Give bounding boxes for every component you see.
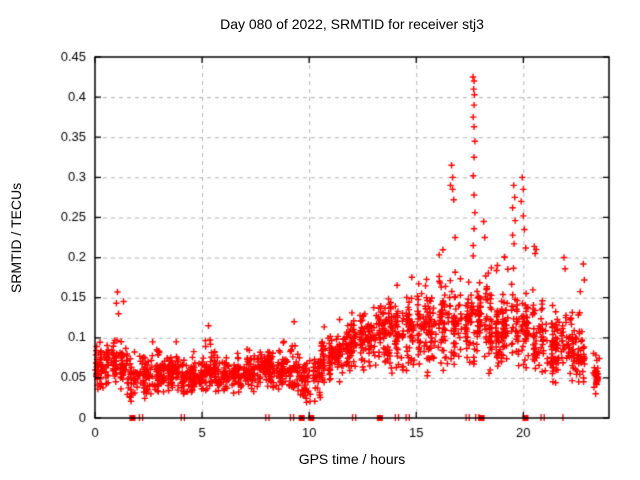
x-axis-label: GPS time / hours (298, 451, 406, 467)
y-axis-label: SRMTID / TECUs (8, 182, 24, 294)
chart-title: Day 080 of 2022, SRMTID for receiver stj… (220, 16, 484, 32)
